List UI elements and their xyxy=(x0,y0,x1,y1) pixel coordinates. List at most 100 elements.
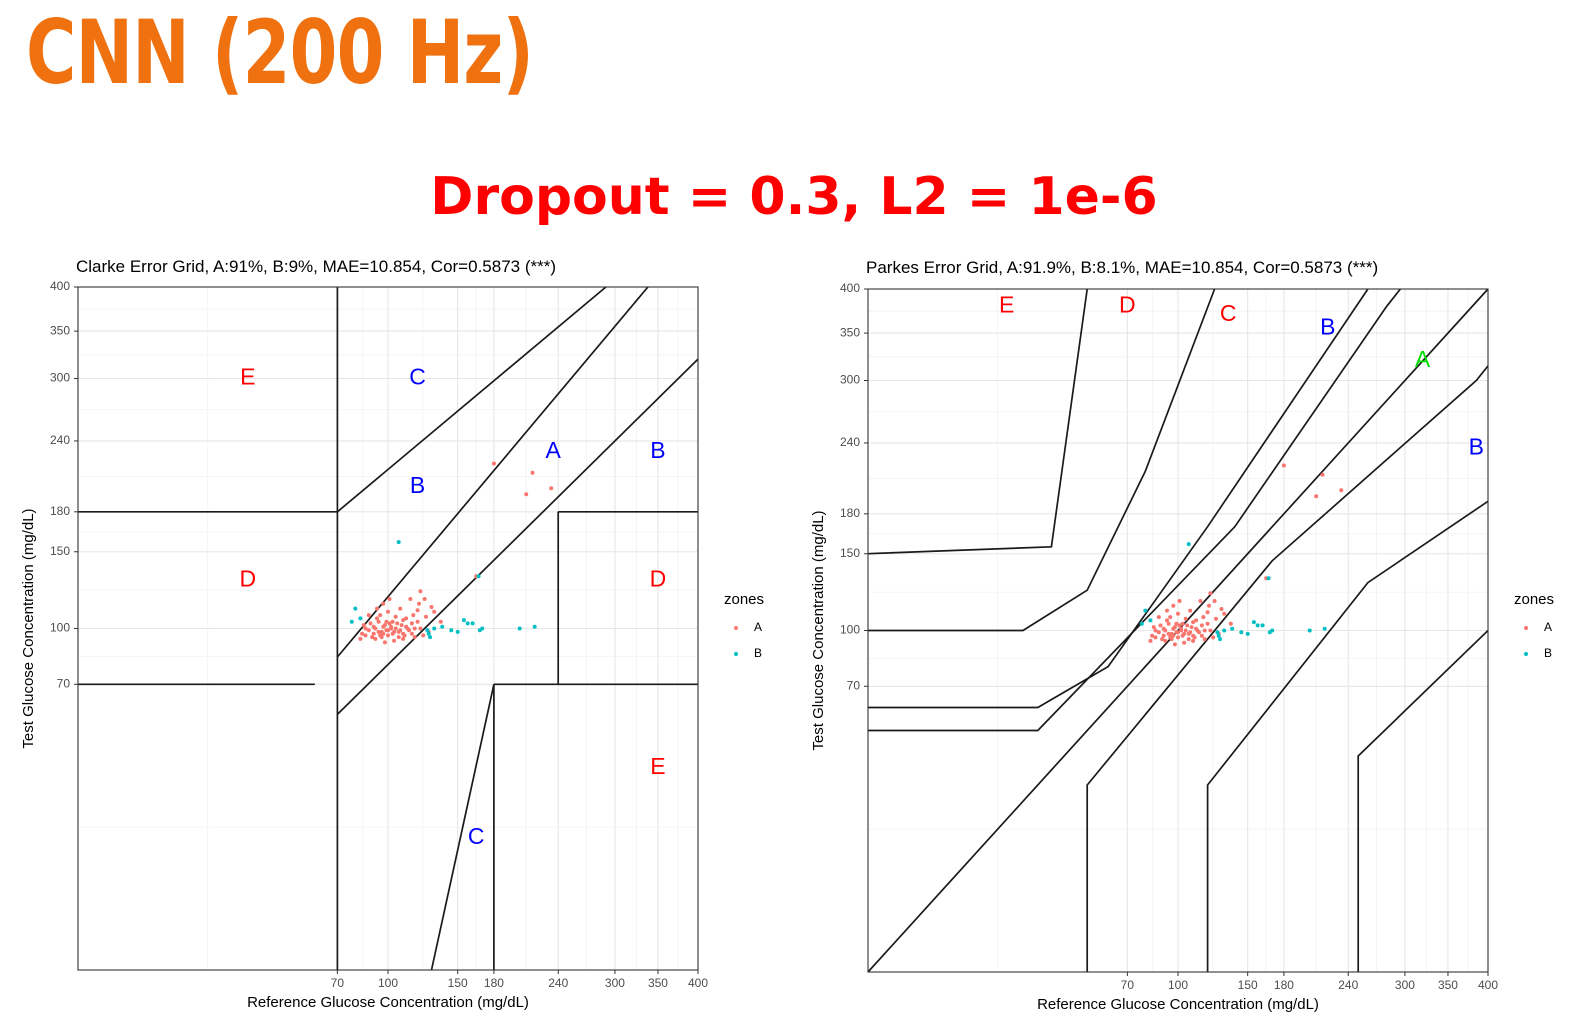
data-point-b xyxy=(517,626,522,631)
x-tick-label: 400 xyxy=(1478,978,1498,992)
x-tick-label: 300 xyxy=(605,976,625,990)
data-point-a xyxy=(1194,618,1199,623)
data-point-a xyxy=(1150,633,1155,638)
data-point-a xyxy=(1165,618,1169,623)
legend-key-a xyxy=(734,626,738,630)
zone-boundary-line xyxy=(1086,365,1489,972)
data-point-a xyxy=(371,631,376,636)
y-tick-label: 240 xyxy=(50,433,70,447)
data-point-a xyxy=(1198,599,1203,603)
data-point-b xyxy=(1251,620,1256,625)
data-point-a xyxy=(366,628,371,633)
data-point-a xyxy=(1179,628,1184,633)
data-point-a xyxy=(378,613,383,618)
zone-boundary-line xyxy=(1206,500,1489,972)
data-point-a xyxy=(1202,637,1207,642)
data-point-a xyxy=(1185,623,1190,628)
data-point-a xyxy=(412,635,417,640)
y-tick-label: 150 xyxy=(840,546,860,560)
zone-label: D xyxy=(650,566,667,592)
data-point-a xyxy=(1228,621,1233,626)
data-point-a xyxy=(395,621,400,626)
data-point-a xyxy=(524,492,529,497)
data-point-a xyxy=(411,613,416,618)
data-point-a xyxy=(422,597,427,601)
data-point-a xyxy=(1161,633,1166,638)
legend-key-a xyxy=(1524,626,1528,630)
data-point-a xyxy=(386,628,390,633)
data-point-b xyxy=(396,540,401,545)
data-point-a xyxy=(438,619,443,624)
data-point-b xyxy=(470,621,475,626)
data-point-a xyxy=(393,614,398,619)
data-point-a xyxy=(1171,603,1176,608)
data-point-b xyxy=(1260,623,1265,628)
x-tick-label: 350 xyxy=(648,976,668,990)
data-point-a xyxy=(1171,626,1176,631)
data-point-a xyxy=(1214,616,1218,621)
data-point-a xyxy=(491,461,496,466)
data-point-a xyxy=(404,616,409,621)
data-point-a xyxy=(1208,628,1213,633)
data-point-b xyxy=(461,618,466,623)
data-point-b xyxy=(476,574,481,579)
y-tick-label: 350 xyxy=(50,323,70,337)
y-tick-label: 400 xyxy=(50,279,70,293)
data-point-a xyxy=(1176,630,1180,635)
data-point-a xyxy=(1151,625,1156,630)
data-point-a xyxy=(1191,638,1196,643)
data-point-a xyxy=(368,621,373,626)
chart-title: Parkes Error Grid, A:91.9%, B:8.1%, MAE=… xyxy=(866,258,1378,277)
data-point-a xyxy=(366,613,371,618)
data-point-a xyxy=(1153,628,1158,633)
legend-key-b xyxy=(1524,652,1528,656)
data-point-a xyxy=(401,618,406,623)
y-tick-label: 100 xyxy=(50,621,70,635)
data-point-a xyxy=(363,633,368,638)
data-point-a xyxy=(1176,611,1180,616)
data-point-a xyxy=(358,636,363,641)
data-point-a xyxy=(1192,635,1197,640)
data-point-b xyxy=(440,624,445,629)
y-tick-label: 400 xyxy=(840,281,860,295)
data-point-a xyxy=(381,601,386,606)
data-point-a xyxy=(390,631,395,636)
data-point-a xyxy=(387,621,392,626)
data-point-a xyxy=(396,635,401,640)
data-point-b xyxy=(532,624,537,629)
y-axis-title: Test Glucose Concentration (mg/dL) xyxy=(20,508,37,748)
data-point-a xyxy=(412,626,417,631)
y-tick-label: 180 xyxy=(50,504,70,518)
x-tick-label: 240 xyxy=(548,976,568,990)
x-tick-label: 180 xyxy=(1274,978,1294,992)
data-point-a xyxy=(381,624,386,629)
zone-label: A xyxy=(546,437,562,463)
data-point-a xyxy=(1180,621,1185,626)
data-point-a xyxy=(1182,640,1187,645)
x-axis-title: Reference Glucose Concentration (mg/dL) xyxy=(247,994,529,1011)
x-tick-label: 180 xyxy=(484,976,504,990)
data-point-b xyxy=(428,635,433,640)
data-point-a xyxy=(1219,607,1224,611)
data-point-a xyxy=(408,597,413,601)
data-point-a xyxy=(376,629,381,634)
data-point-a xyxy=(1207,603,1211,608)
y-tick-label: 350 xyxy=(840,325,860,339)
data-point-a xyxy=(398,606,403,611)
data-point-a xyxy=(417,601,421,606)
data-point-a xyxy=(375,616,379,621)
data-point-b xyxy=(425,628,430,633)
data-point-a xyxy=(363,626,368,631)
legend: zones AB xyxy=(1514,591,1554,660)
data-point-a xyxy=(1186,637,1191,642)
slide-title: CNN (200 Hz) xyxy=(26,1,534,104)
x-axis-title: Reference Glucose Concentration (mg/dL) xyxy=(1037,996,1319,1013)
data-point-a xyxy=(1189,625,1194,630)
data-point-a xyxy=(1195,628,1200,633)
data-point-a xyxy=(421,633,426,638)
data-point-b xyxy=(449,628,454,633)
data-point-b xyxy=(1143,608,1148,613)
data-point-a xyxy=(1212,599,1217,603)
